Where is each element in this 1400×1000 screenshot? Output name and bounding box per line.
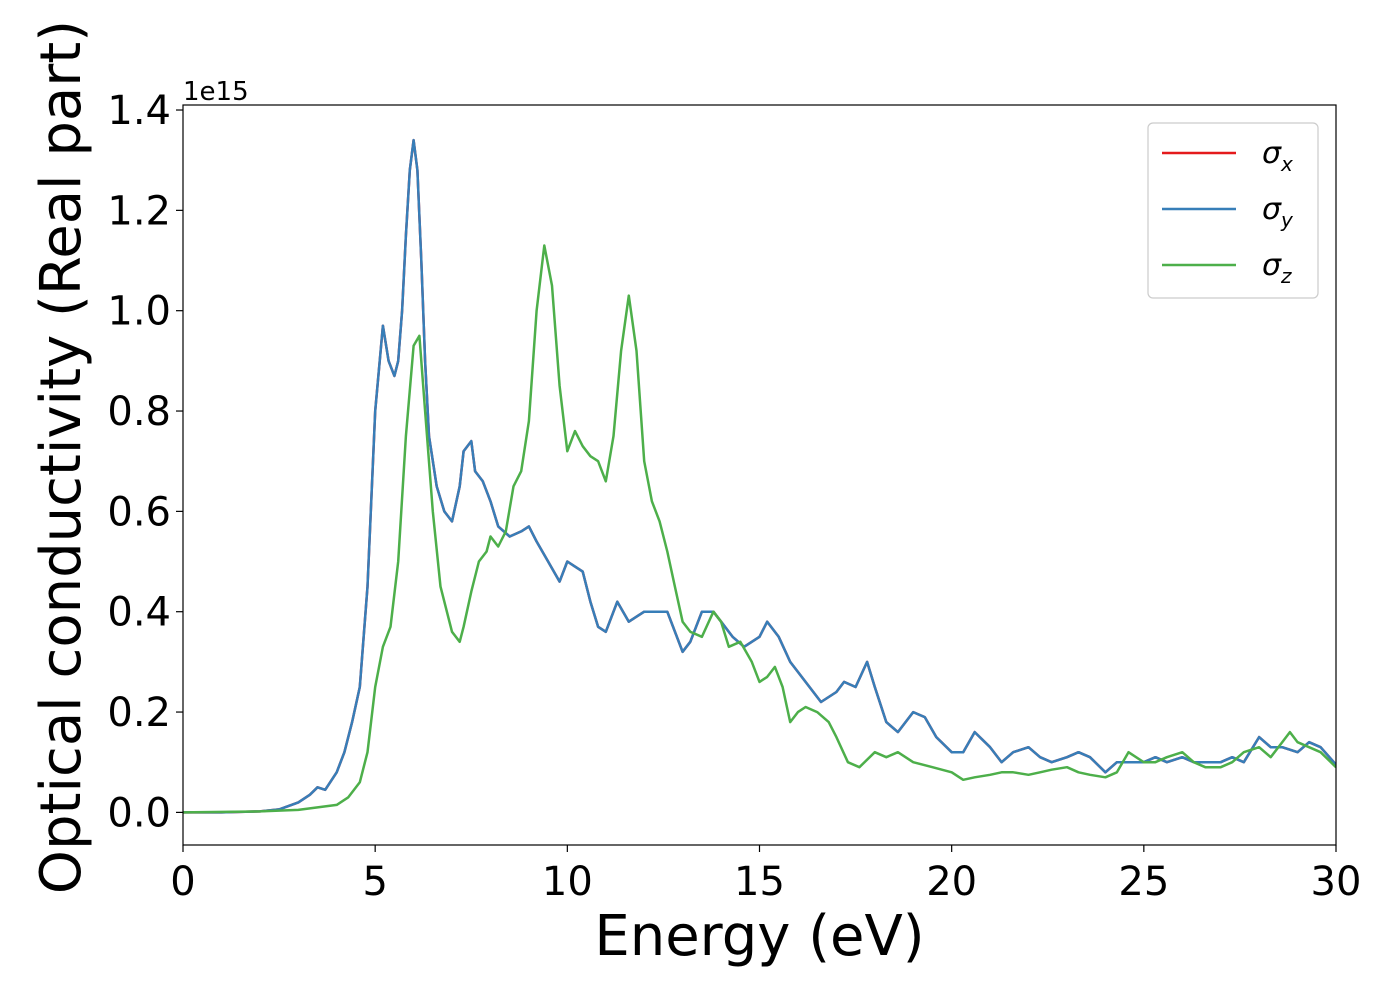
x-tick-label: 15 bbox=[734, 859, 785, 905]
x-tick-label: 30 bbox=[1311, 859, 1362, 905]
y-tick-label: 0.8 bbox=[107, 389, 171, 435]
plot-area bbox=[183, 138, 1336, 814]
y-tick-label: 0.2 bbox=[107, 690, 171, 736]
y-tick-label: 0.6 bbox=[107, 489, 171, 535]
legend-box bbox=[1147, 122, 1319, 299]
y-tick-label: 0.0 bbox=[107, 790, 171, 836]
legend-label-x: σx bbox=[1262, 136, 1293, 176]
legend-label-z: σz bbox=[1262, 248, 1292, 288]
x-tick-label: 25 bbox=[1118, 859, 1169, 905]
series-line-y bbox=[183, 138, 1336, 814]
x-tick-label: 20 bbox=[926, 859, 977, 905]
legend: σx σy σz bbox=[1147, 122, 1319, 299]
y-tick-label: 1.2 bbox=[107, 188, 171, 234]
y-offset-label: 1e15 bbox=[183, 77, 249, 107]
x-axis-ticks: 0 5 10 15 20 25 30 bbox=[170, 845, 1361, 905]
x-tick-label: 10 bbox=[542, 859, 593, 905]
y-axis-ticks: 0.0 0.2 0.4 0.6 0.8 1.0 1.2 1.4 bbox=[107, 88, 183, 836]
y-tick-label: 1.4 bbox=[107, 88, 171, 134]
y-tick-label: 0.4 bbox=[107, 590, 171, 636]
y-axis-title: Optical conductivity (Real part) bbox=[29, 20, 94, 894]
x-tick-label: 5 bbox=[362, 859, 387, 905]
series-line-z bbox=[183, 244, 1336, 814]
y-tick-label: 1.0 bbox=[107, 289, 171, 335]
legend-label-y: σy bbox=[1262, 192, 1294, 232]
x-tick-label: 0 bbox=[170, 859, 195, 905]
x-axis-title: Energy (eV) bbox=[594, 904, 924, 969]
